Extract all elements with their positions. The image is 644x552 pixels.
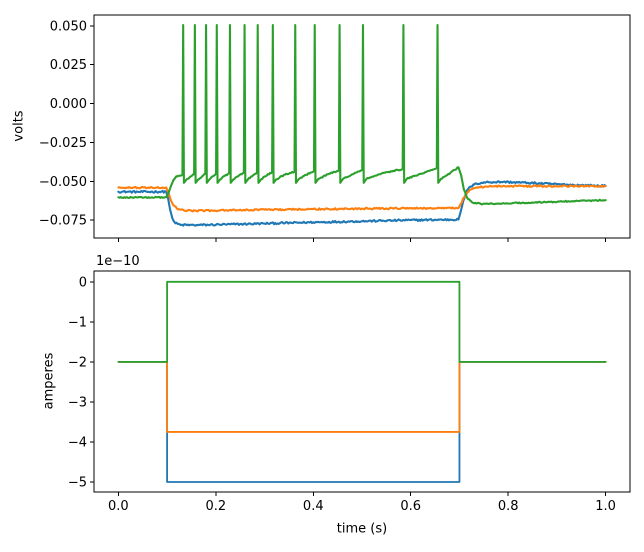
axes-frame: [93, 270, 631, 493]
y-tick-label: −0.075: [39, 214, 87, 229]
x-tick-label: 0.0: [108, 499, 129, 514]
y-tick-label: 0.025: [50, 58, 87, 73]
y-tick-label: −5: [68, 475, 87, 490]
y-tick-label: −0.050: [39, 175, 87, 190]
x-tick-label: 0.4: [303, 499, 324, 514]
axes-frame: [93, 14, 631, 239]
y-tick-label: −0.025: [39, 136, 87, 151]
exponent-offset-label: 1e−10: [96, 254, 140, 269]
y-tick-label: 0.000: [50, 97, 87, 112]
x-tick-label: 0.8: [498, 499, 519, 514]
voltage-green-trace: [117, 24, 607, 206]
y-tick-label: −3: [68, 395, 87, 410]
time-axis-label: time (s): [336, 521, 388, 537]
x-tick-label: 1.0: [595, 499, 616, 514]
current-orange-trace: [117, 360, 607, 433]
y-tick-label: −2: [68, 355, 87, 370]
amperes-axis-label: amperes: [41, 352, 57, 410]
y-tick-label: −1: [68, 315, 87, 330]
x-tick-label: 0.2: [205, 499, 226, 514]
voltage-blue-trace: [117, 180, 607, 227]
current-blue-trace: [117, 360, 607, 483]
y-tick-label: 0: [79, 275, 87, 290]
y-tick-label: 0.050: [50, 19, 87, 34]
voltage-orange-trace: [117, 184, 607, 213]
current-green-trace: [117, 280, 607, 363]
y-tick-label: −4: [68, 435, 87, 450]
x-tick-label: 0.6: [400, 499, 421, 514]
volts-axis-label: volts: [11, 110, 27, 142]
